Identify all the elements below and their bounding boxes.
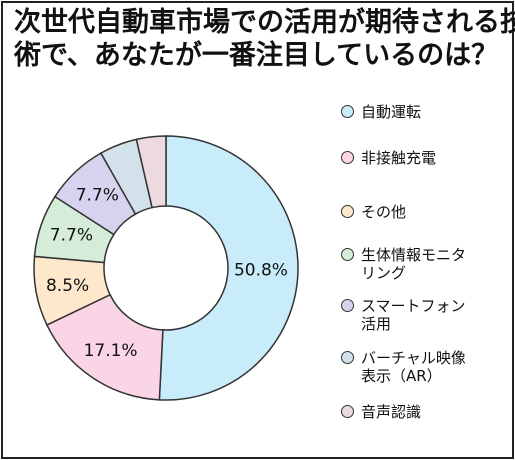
legend-label-2: 非接触充電 <box>361 149 437 167</box>
legend-label-7: 音声認識 <box>361 403 422 421</box>
data-label-1: 50.8% <box>234 260 288 280</box>
legend-label-6: バーチャル映像 表示（AR） <box>361 349 466 385</box>
legend-swatch-4 <box>341 248 354 261</box>
legend-label-4: 生体情報モニタ リング <box>361 246 467 282</box>
legend-swatch-1 <box>341 105 354 118</box>
data-label-3: 8.5% <box>46 276 89 296</box>
legend-label-1: 自動運転 <box>361 103 422 121</box>
chart-title-line-2: 術で、あなたが一番注目しているのは？ <box>14 40 499 71</box>
data-label-4: 7.7% <box>50 226 93 246</box>
legend-swatch-7 <box>341 405 354 418</box>
legend-swatch-5 <box>341 299 354 312</box>
donut-slice-7 <box>135 135 167 209</box>
legend-swatch-2 <box>341 151 354 164</box>
legend-label-5: スマートフォン 活用 <box>361 297 466 333</box>
data-label-5: 7.7% <box>76 185 119 205</box>
legend-swatch-3 <box>341 205 354 218</box>
legend-label-3: その他 <box>361 203 407 221</box>
chart-title-line-1: 次世代自動車市場での活用が期待される技 <box>14 7 515 38</box>
data-label-2: 17.1% <box>84 341 138 361</box>
chart-title: 次世代自動車市場での活用が期待される技 術で、あなたが一番注目しているのは？ <box>14 6 515 72</box>
donut-slice-1 <box>158 135 299 401</box>
legend-swatch-6 <box>341 351 354 364</box>
